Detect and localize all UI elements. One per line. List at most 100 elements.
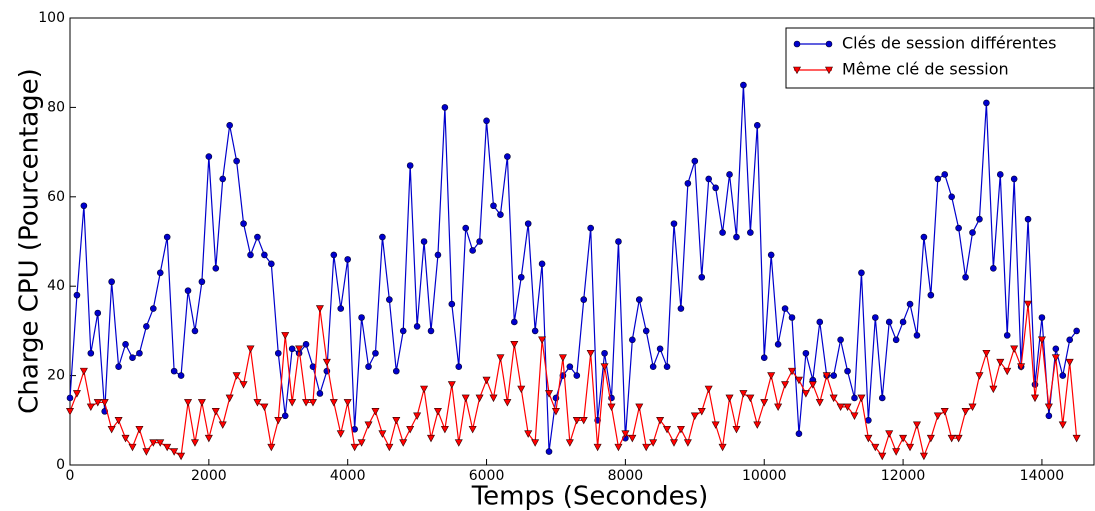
data-point xyxy=(774,403,783,412)
data-point xyxy=(108,278,115,286)
y-tick-label: 60 xyxy=(47,189,65,205)
data-point xyxy=(268,260,275,268)
data-point xyxy=(815,399,824,407)
data-point xyxy=(490,202,497,210)
data-point xyxy=(587,224,594,232)
data-point xyxy=(830,372,837,379)
data-point xyxy=(483,117,490,125)
series-line xyxy=(69,85,1078,452)
data-point xyxy=(482,376,491,385)
data-point xyxy=(191,327,199,335)
data-point xyxy=(343,399,352,407)
data-point xyxy=(511,318,518,326)
data-point xyxy=(740,81,747,89)
data-point xyxy=(676,425,685,434)
legend-marker xyxy=(792,66,802,75)
data-point xyxy=(976,215,983,223)
data-point xyxy=(295,345,304,353)
data-point xyxy=(156,439,165,447)
data-point xyxy=(413,323,421,330)
data-point xyxy=(649,439,658,447)
data-point xyxy=(760,399,769,407)
data-point xyxy=(579,417,588,425)
data-point xyxy=(551,408,560,416)
data-point xyxy=(593,443,602,452)
data-point xyxy=(386,296,393,303)
data-point xyxy=(406,425,415,434)
data-point xyxy=(892,336,900,344)
data-point xyxy=(857,394,866,403)
y-tick-label: 100 xyxy=(38,10,65,26)
data-point xyxy=(434,251,442,259)
data-point xyxy=(115,363,122,370)
data-point xyxy=(378,430,387,438)
x-tick-label: 8000 xyxy=(608,468,644,484)
data-point xyxy=(232,372,241,380)
data-point xyxy=(385,443,394,452)
data-point xyxy=(308,399,317,407)
data-point xyxy=(392,367,400,375)
data-point xyxy=(86,403,95,412)
data-point xyxy=(538,336,547,344)
data-point xyxy=(1024,215,1032,223)
data-point xyxy=(163,443,172,452)
data-point xyxy=(725,394,734,403)
data-point xyxy=(65,408,75,416)
data-point xyxy=(1066,336,1074,344)
data-point xyxy=(1038,314,1046,321)
data-point xyxy=(225,394,234,403)
data-point xyxy=(669,439,678,447)
data-point xyxy=(968,403,977,412)
data-point xyxy=(454,439,463,447)
legend-marker xyxy=(793,40,801,48)
data-point xyxy=(808,381,817,389)
data-point xyxy=(788,367,797,376)
data-point xyxy=(691,157,699,165)
data-point xyxy=(1052,345,1060,353)
data-point xyxy=(1059,372,1067,379)
data-point xyxy=(205,153,213,160)
data-point xyxy=(1072,434,1081,443)
data-point xyxy=(170,367,178,375)
data-point xyxy=(642,327,650,335)
data-point xyxy=(1003,332,1011,339)
data-point xyxy=(892,448,901,456)
data-point xyxy=(288,399,297,407)
data-point xyxy=(372,349,379,357)
data-point xyxy=(448,300,456,308)
data-point xyxy=(357,439,366,447)
data-point xyxy=(302,399,311,407)
data-point xyxy=(197,399,206,407)
x-tick-label: 4000 xyxy=(330,468,366,484)
data-point xyxy=(628,434,637,443)
data-point xyxy=(712,184,719,192)
data-point xyxy=(794,376,803,385)
y-tick-label: 80 xyxy=(47,99,65,115)
data-point xyxy=(531,439,540,447)
data-point xyxy=(1044,403,1053,412)
data-point xyxy=(850,412,859,420)
data-point xyxy=(73,291,81,299)
data-point xyxy=(72,390,81,398)
data-point xyxy=(503,399,512,407)
data-point xyxy=(1065,358,1074,367)
x-tick-label: 10000 xyxy=(742,468,787,484)
data-point xyxy=(358,314,365,321)
x-axis-label: Temps (Secondes) xyxy=(471,482,709,511)
data-point xyxy=(899,434,908,443)
data-point xyxy=(837,336,844,344)
data-point xyxy=(843,403,852,412)
data-point xyxy=(955,224,962,232)
data-point xyxy=(274,417,283,425)
data-point xyxy=(1030,394,1039,403)
data-point xyxy=(469,247,476,254)
data-point xyxy=(774,341,782,348)
data-point xyxy=(420,385,429,394)
data-point xyxy=(302,341,310,348)
data-point xyxy=(433,408,442,416)
data-point xyxy=(94,309,102,317)
data-point xyxy=(468,425,477,434)
data-point xyxy=(1017,363,1026,371)
data-point xyxy=(1051,354,1060,362)
data-point xyxy=(253,399,262,407)
